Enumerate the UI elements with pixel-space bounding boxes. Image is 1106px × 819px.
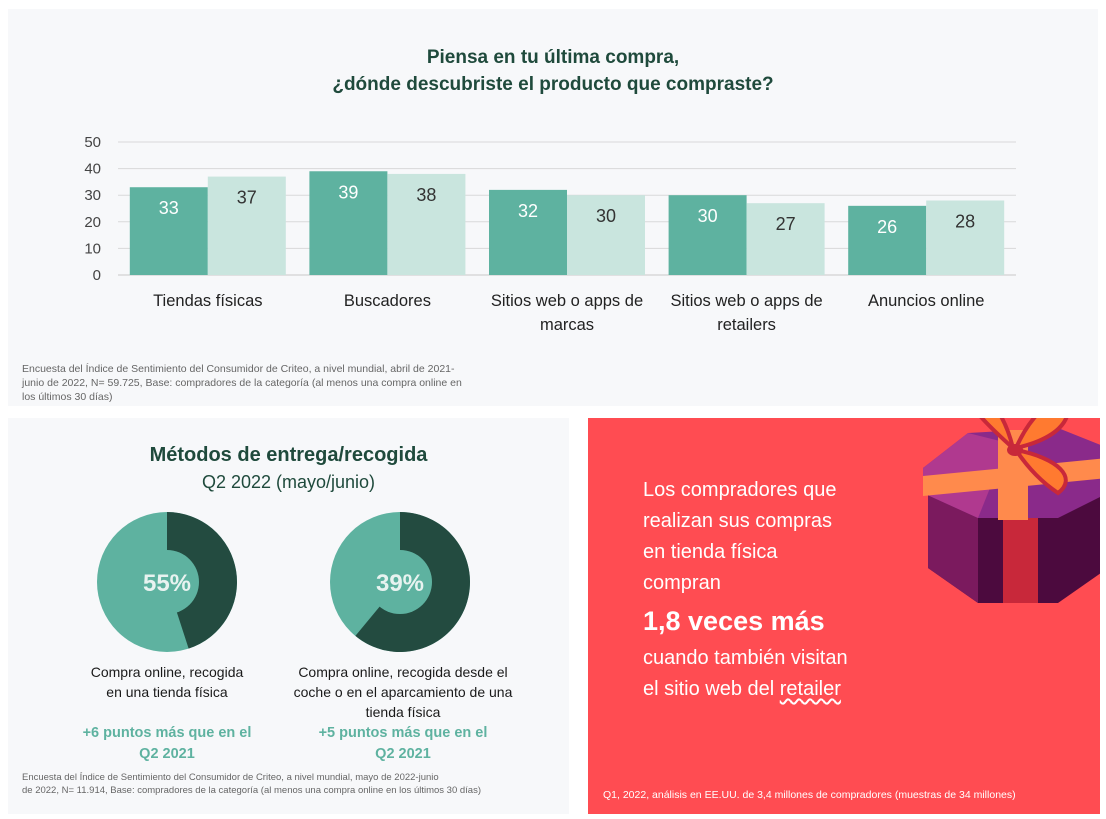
- promo-retailer-word: retailer: [779, 678, 841, 700]
- bar-data-label: 30: [698, 206, 718, 226]
- bar: [746, 203, 825, 275]
- bar-chart: 0 10 20 30 40 50 33 37 Tiendas físicas 39 38 Buscad…: [84, 134, 1016, 334]
- donut-1-delta-line: +6 puntos más que en el: [82, 725, 252, 741]
- y-tick-label: 10: [84, 240, 101, 257]
- donut-2-caption: Compra online, recogida desde el coche o…: [278, 662, 528, 722]
- x-tick-label: Anuncios online: [868, 292, 985, 310]
- donut-2-delta: +5 puntos más que en el Q2 2021: [288, 723, 518, 765]
- promo-line: cuando también visitan: [643, 647, 848, 669]
- chart-source-note-line: Encuesta del Índice de Sentimiento del C…: [22, 363, 455, 375]
- donut-1-delta: +6 puntos más que en el Q2 2021: [52, 723, 282, 765]
- x-tick-label: Sitios web o apps de: [491, 292, 643, 310]
- donut-2-delta-line: Q2 2021: [375, 746, 431, 762]
- bar-data-label: 37: [237, 188, 257, 208]
- promo-last-line: el sitio web del retailer: [643, 674, 848, 705]
- delivery-source-note: Encuesta del Índice de Sentimiento del C…: [22, 771, 481, 797]
- donut-1-caption: Compra online, recogida en una tienda fí…: [62, 662, 272, 702]
- x-tick-label: Buscadores: [344, 292, 431, 310]
- y-tick-label: 40: [84, 161, 101, 178]
- donut-chart-curbside-parking: 39%: [330, 512, 470, 652]
- promo-last-line-prefix: el sitio web del: [643, 678, 780, 700]
- delivery-source-note-line: de 2022, N= 11.914, Base: compradores de…: [22, 785, 481, 796]
- donut-2-caption-line: tienda física: [365, 704, 441, 720]
- bar: [848, 205, 927, 275]
- bar-data-label: 33: [159, 198, 179, 218]
- bar: [387, 173, 466, 275]
- donut-hole: [135, 550, 199, 614]
- bar: [309, 171, 388, 275]
- chart-title-line2: ¿dónde descubriste el producto que compr…: [332, 74, 774, 95]
- delivery-title: Métodos de entrega/recogida: [149, 444, 428, 466]
- bar: [567, 195, 645, 275]
- bar: [129, 187, 208, 275]
- donut-slice-rest: [167, 512, 237, 649]
- donut-1-caption-line: en una tienda física: [106, 684, 228, 700]
- donut-1-delta-line: Q2 2021: [139, 746, 195, 762]
- bar-data-label: 28: [955, 212, 975, 232]
- bar-data-label: 38: [416, 185, 436, 205]
- promo-line: realizan sus compras: [643, 510, 832, 532]
- bar-data-label: 32: [518, 201, 538, 221]
- x-tick-label: marcas: [540, 316, 594, 334]
- bar-data-label: 39: [338, 182, 358, 202]
- donut-2-caption-line: coche o en el aparcamiento de una: [293, 684, 513, 700]
- promo-line: en tienda física: [643, 541, 778, 563]
- y-tick-label: 20: [84, 214, 101, 231]
- bar: [926, 200, 1005, 275]
- donut-hole: [368, 550, 432, 614]
- promo-line: compran: [643, 572, 721, 594]
- delivery-panel: [8, 418, 569, 814]
- bar-data-label: 26: [877, 217, 897, 237]
- x-tick-label: Sitios web o apps de: [670, 292, 822, 310]
- bar: [489, 189, 567, 275]
- donut-2-delta-line: +5 puntos más que en el: [318, 725, 488, 741]
- y-tick-label: 30: [84, 187, 101, 204]
- donut-value-label: 55%: [143, 570, 191, 597]
- y-tick-label: 0: [93, 267, 101, 284]
- promo-line: Los compradores que: [643, 479, 837, 501]
- x-tick-label: retailers: [717, 316, 776, 334]
- y-tick-label: 50: [84, 134, 101, 151]
- bar-data-label: 30: [596, 206, 616, 226]
- bar-data-label: 27: [776, 214, 796, 234]
- donut-value-label: 39%: [376, 570, 424, 597]
- delivery-subtitle: Q2 2022 (mayo/junio): [201, 472, 376, 492]
- promo-highlight: 1,8 veces más: [643, 606, 825, 636]
- promo-panel: [588, 418, 1100, 814]
- donut-2-caption-line: Compra online, recogida desde el: [298, 664, 508, 680]
- chart-source-note-line: junio de 2022, N= 59.725, Base: comprado…: [22, 377, 462, 389]
- gift-box-icon: [923, 418, 1100, 603]
- chart-title-line1: Piensa en tu última compra,: [426, 47, 680, 68]
- delivery-source-note-line: Encuesta del Índice de Sentimiento del C…: [22, 772, 439, 783]
- donut-chart-curbside-store: 55%: [97, 512, 237, 652]
- donut-1-caption-line: Compra online, recogida: [90, 664, 244, 680]
- bar: [668, 195, 747, 275]
- promo-source-note: Q1, 2022, análisis en EE.UU. de 3,4 mill…: [603, 789, 1016, 801]
- chart-source-note: Encuesta del Índice de Sentimiento del C…: [22, 362, 462, 404]
- promo-text: Los compradores que realizan sus compras…: [643, 475, 848, 705]
- x-tick-label: Tiendas físicas: [153, 292, 262, 310]
- chart-source-note-line: los últimos 30 días): [22, 391, 113, 403]
- bar: [207, 176, 286, 275]
